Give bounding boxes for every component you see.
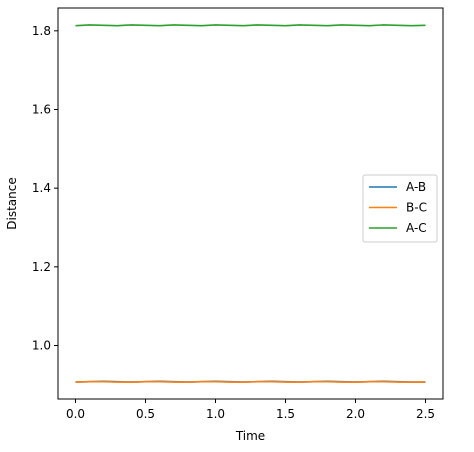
y-axis-ticks: 1.0 1.2 1.4 1.6 1.8 bbox=[32, 24, 58, 353]
legend-label-a-c: A-C bbox=[406, 221, 427, 235]
x-axis-ticks: 0.0 0.5 1.0 1.5 2.0 2.5 bbox=[66, 399, 435, 421]
legend-label-a-b: A-B bbox=[406, 180, 426, 194]
y-tick-label: 1.8 bbox=[32, 24, 51, 38]
legend-label-b-c: B-C bbox=[406, 201, 427, 215]
x-tick-label: 0.0 bbox=[66, 407, 85, 421]
y-axis-label: Distance bbox=[5, 177, 19, 229]
x-tick-label: 1.0 bbox=[206, 407, 225, 421]
axes-frame bbox=[57, 7, 444, 400]
x-tick-label: 2.0 bbox=[346, 407, 365, 421]
x-axis-label: Time bbox=[235, 429, 265, 443]
legend-items: A-B B-C A-C bbox=[369, 180, 427, 235]
x-tick-label: 2.5 bbox=[416, 407, 435, 421]
series-line-a-c bbox=[75, 24, 426, 27]
plot-area: 0.0 0.5 1.0 1.5 2.0 2.5 1.0 1.2 1.4 1.6 1.8 bbox=[32, 7, 444, 421]
y-tick-label: 1.6 bbox=[32, 102, 51, 116]
legend: A-B B-C A-C bbox=[362, 174, 438, 243]
y-tick-label: 1.2 bbox=[32, 260, 51, 274]
legend-box bbox=[362, 174, 438, 243]
y-tick-label: 1.4 bbox=[32, 181, 51, 195]
x-tick-label: 1.5 bbox=[276, 407, 295, 421]
series-layer bbox=[75, 24, 426, 383]
y-tick-label: 1.0 bbox=[32, 339, 51, 353]
x-tick-label: 0.5 bbox=[136, 407, 155, 421]
